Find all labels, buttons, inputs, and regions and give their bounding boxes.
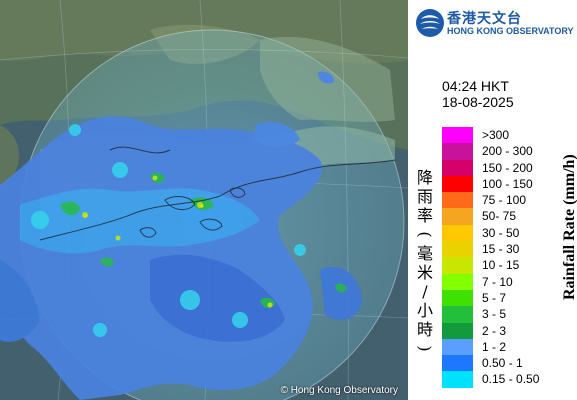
legend-swatch bbox=[442, 241, 473, 258]
rainfall-legend: >300 200 - 300 150 - 200 100 - 150 75 - 100 5… bbox=[442, 127, 573, 388]
observation-time: 04:24 HKT bbox=[442, 78, 509, 94]
legend-title-char: / bbox=[422, 282, 428, 301]
observatory-emblem-icon bbox=[416, 9, 444, 37]
legend-swatch bbox=[442, 257, 473, 274]
org-name-english: HONG KONG OBSERVATORY bbox=[447, 26, 574, 36]
legend-swatch bbox=[442, 338, 473, 356]
legend-range-label: 0.50 - 1 bbox=[482, 356, 523, 371]
legend-swatch bbox=[442, 127, 473, 144]
legend-swatch bbox=[442, 208, 473, 225]
legend-range-label: >300 bbox=[482, 128, 510, 142]
copyright-notice: © Hong Kong Observatory bbox=[280, 385, 398, 396]
legend-swatch bbox=[442, 224, 473, 242]
legend-title-char: 時 bbox=[416, 320, 433, 339]
legend-range-label: 7 - 10 bbox=[482, 274, 513, 289]
legend-swatch bbox=[442, 273, 473, 290]
legend-row: 200 - 300 bbox=[442, 143, 573, 160]
radar-map: © Hong Kong Observatory bbox=[0, 0, 408, 400]
radar-image bbox=[0, 0, 408, 400]
legend-row: 15 - 30 bbox=[442, 241, 573, 258]
legend-row: 1 - 2 bbox=[442, 338, 573, 356]
legend-row: 75 - 100 bbox=[442, 192, 573, 209]
legend-range-label: 15 - 30 bbox=[482, 242, 520, 257]
observatory-logo: 香港天文台 HONG KONG OBSERVATORY bbox=[413, 6, 574, 42]
legend-range-label: 1 - 2 bbox=[482, 339, 507, 354]
observation-date: 18-08-2025 bbox=[442, 94, 514, 110]
legend-title-char: 小 bbox=[416, 301, 433, 320]
legend-row: 7 - 10 bbox=[442, 273, 573, 290]
legend-range-label: 5 - 7 bbox=[482, 290, 507, 305]
legend-swatch bbox=[442, 143, 473, 160]
legend-title-char: 米 bbox=[416, 263, 433, 282]
legend-range-label: 50- 75 bbox=[482, 209, 517, 224]
org-name-chinese: 香港天文台 bbox=[447, 11, 522, 27]
legend-row: 30 - 50 bbox=[442, 224, 573, 242]
legend-title-chinese: 降 雨 率 ( 毫 米 / 小 時 ) bbox=[414, 168, 436, 358]
legend-swatch bbox=[442, 355, 473, 372]
legend-range-label: 2 - 3 bbox=[482, 323, 507, 338]
legend-row: 10 - 15 bbox=[442, 257, 573, 274]
legend-swatch bbox=[442, 371, 473, 388]
legend-swatch bbox=[442, 175, 473, 193]
legend-range-label: 30 - 50 bbox=[482, 225, 520, 240]
legend-title-char: 降 bbox=[416, 168, 433, 187]
legend-swatch bbox=[442, 159, 473, 176]
legend-swatch bbox=[442, 192, 473, 209]
legend-row: 100 - 150 bbox=[442, 175, 573, 193]
legend-title-char: ) bbox=[415, 345, 435, 352]
legend-row: 0.50 - 1 bbox=[442, 355, 573, 372]
legend-title-english: Rainfall Rate (mm/h) bbox=[561, 154, 577, 300]
legend-title-char: 雨 bbox=[416, 187, 433, 206]
legend-row: 150 - 200 bbox=[442, 159, 573, 176]
legend-row: 2 - 3 bbox=[442, 322, 573, 339]
legend-range-label: 100 - 150 bbox=[482, 176, 533, 191]
legend-title-char: 率 bbox=[416, 206, 433, 225]
legend-row: 50- 75 bbox=[442, 208, 573, 225]
legend-title-char: ( bbox=[415, 231, 435, 238]
legend-range-label: 75 - 100 bbox=[482, 193, 527, 208]
legend-row: 0.15 - 0.50 bbox=[442, 371, 573, 388]
legend-range-label: 3 - 5 bbox=[482, 307, 507, 322]
legend-row: 3 - 5 bbox=[442, 306, 573, 323]
legend-range-label: 200 - 300 bbox=[482, 144, 533, 159]
legend-range-label: 150 - 200 bbox=[482, 160, 533, 175]
legend-row: 5 - 7 bbox=[442, 289, 573, 307]
legend-range-label: 0.15 - 0.50 bbox=[482, 372, 540, 387]
side-panel: 香港天文台 HONG KONG OBSERVATORY 04:24 HKT 18… bbox=[408, 0, 577, 400]
legend-row: >300 bbox=[442, 127, 573, 144]
legend-swatch bbox=[442, 322, 473, 339]
legend-range-label: 10 - 15 bbox=[482, 258, 520, 273]
legend-swatch bbox=[442, 306, 473, 323]
legend-title-char: 毫 bbox=[416, 244, 433, 263]
legend-swatch bbox=[442, 289, 473, 307]
